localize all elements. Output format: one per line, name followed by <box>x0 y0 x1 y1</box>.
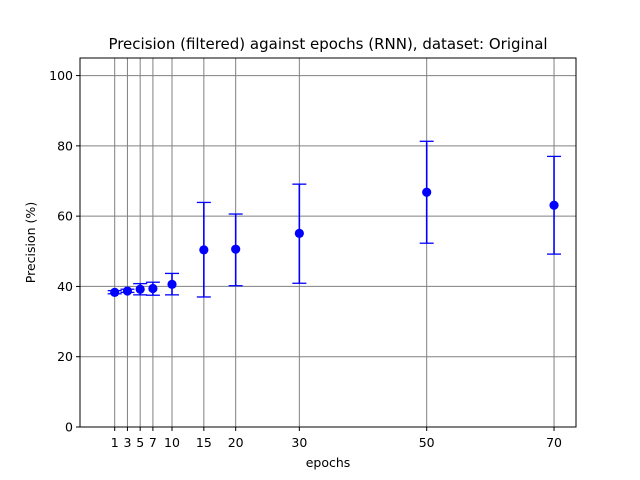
data-point <box>148 283 158 294</box>
x-tick-label: 50 <box>419 435 435 450</box>
x-tick-label: 30 <box>291 435 307 450</box>
data-point <box>549 200 559 210</box>
y-axis-label: Precision (%) <box>23 202 38 283</box>
data-point <box>110 287 120 298</box>
data-point <box>422 187 432 197</box>
x-axis: 1 3 5 7 10 15 20 30 50 70 <box>111 427 562 450</box>
y-tick-label: 60 <box>57 209 73 224</box>
x-tick-label: 7 <box>149 435 157 450</box>
x-tick-label: 15 <box>196 435 212 450</box>
data-point <box>294 228 304 238</box>
x-tick-label: 20 <box>228 435 244 450</box>
data-point <box>122 286 133 296</box>
data-point <box>199 245 209 255</box>
y-tick-label: 0 <box>65 420 73 435</box>
data-point <box>231 244 241 254</box>
x-tick-label: 3 <box>123 435 131 450</box>
y-axis: 0 20 40 60 80 100 <box>49 68 80 435</box>
y-tick-label: 20 <box>57 349 73 364</box>
plot-frame <box>79 57 577 428</box>
data-point <box>167 279 177 289</box>
y-tick-label: 40 <box>57 279 73 294</box>
data-point <box>135 284 145 294</box>
x-tick-label: 5 <box>136 435 144 450</box>
chart-title: Precision (filtered) against epochs (RNN… <box>108 35 547 53</box>
x-tick-label: 70 <box>546 435 562 450</box>
y-tick-label: 80 <box>57 138 73 153</box>
x-tick-label: 1 <box>111 435 119 450</box>
data-marks <box>107 140 562 298</box>
y-tick-label: 100 <box>49 68 73 83</box>
x-tick-label: 10 <box>164 435 180 450</box>
x-axis-label: epochs <box>306 455 351 470</box>
